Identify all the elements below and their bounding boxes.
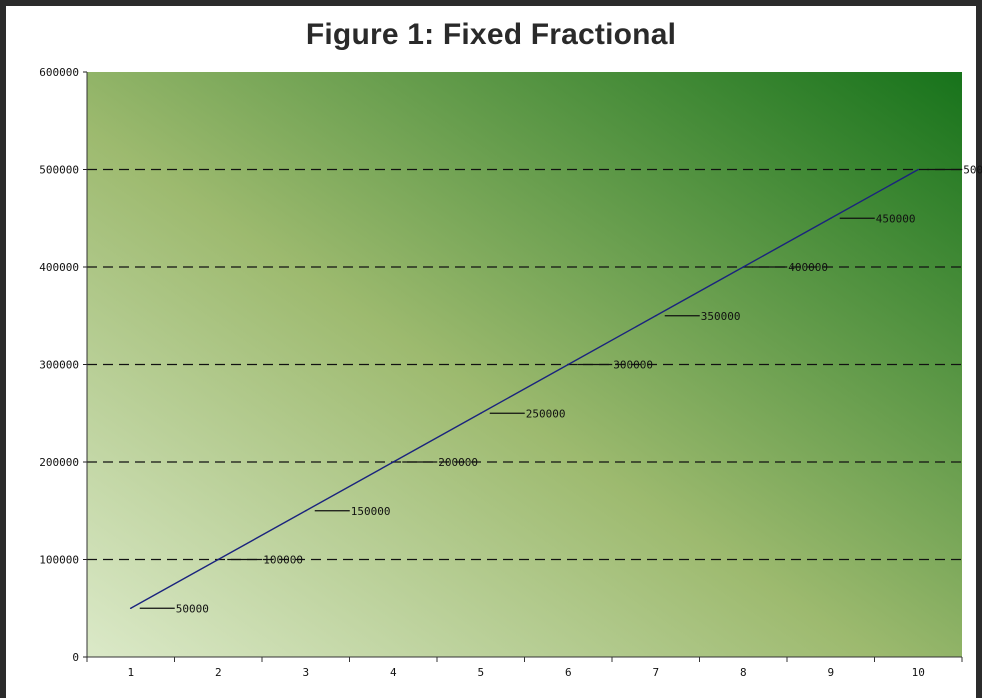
- x-tick-label: 10: [912, 666, 925, 679]
- data-point: [829, 217, 832, 220]
- x-tick-label: 9: [827, 666, 834, 679]
- series-line-0: [130, 168, 919, 609]
- data-labels: 50000 100000 150000 200000 250000 300000 35000…: [139, 164, 982, 615]
- axes: 0 100000 200000 300000 400000 500000 600000 1 2 3…: [39, 66, 963, 679]
- x-tick-label: 8: [740, 666, 747, 679]
- data-point: [654, 314, 657, 317]
- x-tick-label: 1: [127, 666, 134, 679]
- y-tick-label: 200000: [39, 456, 79, 469]
- data-point: [479, 412, 482, 415]
- data-label: 50000: [176, 602, 209, 615]
- x-tick-label: 2: [215, 666, 222, 679]
- data-label: 400000: [788, 261, 828, 274]
- data-point: [917, 168, 920, 171]
- data-point: [129, 607, 132, 610]
- x-tick-label: 4: [390, 666, 397, 679]
- data-label: 100000: [263, 554, 303, 567]
- data-point: [567, 363, 570, 366]
- data-label: 250000: [526, 407, 566, 420]
- data-label: 500000: [963, 164, 982, 177]
- y-tick-label: 500000: [39, 164, 79, 177]
- x-tick-label: 5: [477, 666, 484, 679]
- data-point: [304, 509, 307, 512]
- data-label: 300000: [613, 359, 653, 372]
- y-tick-label: 100000: [39, 554, 79, 567]
- y-tick-label: 300000: [39, 359, 79, 372]
- chart-title: Figure 1: Fixed Fractional: [305, 18, 677, 51]
- y-tick-label: 400000: [39, 261, 79, 274]
- x-tick-label: 7: [652, 666, 659, 679]
- y-tick-label: 0: [72, 651, 79, 664]
- series-layer: [129, 168, 920, 610]
- data-point: [217, 558, 220, 561]
- y-tick-label: 600000: [39, 66, 79, 79]
- x-tick-label: 6: [565, 666, 572, 679]
- data-point: [742, 266, 745, 268]
- x-tick-label: 3: [302, 666, 309, 679]
- data-label: 350000: [701, 310, 741, 323]
- data-point: [392, 461, 395, 463]
- data-label: 200000: [438, 456, 478, 469]
- data-label: 450000: [876, 212, 916, 225]
- data-label: 150000: [351, 505, 391, 518]
